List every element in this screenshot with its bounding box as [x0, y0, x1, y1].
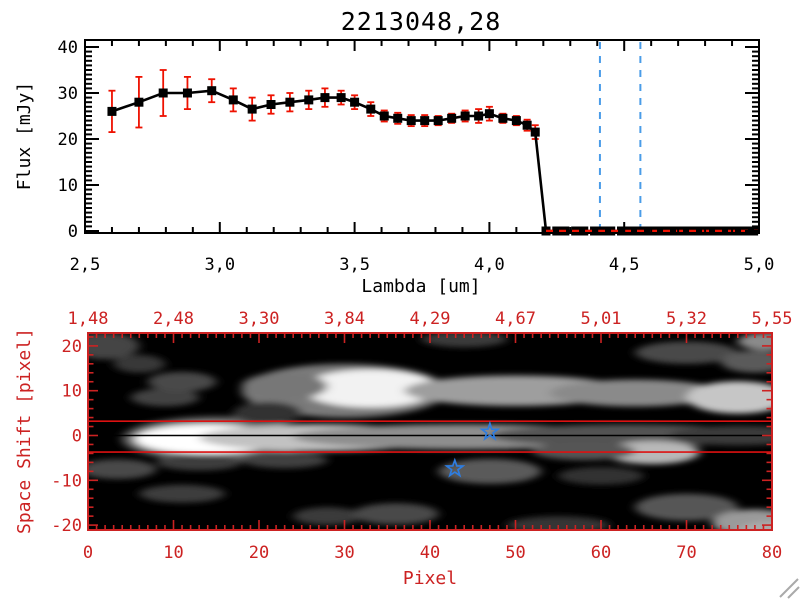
svg-text:2,48: 2,48: [153, 309, 194, 329]
svg-text:3,0: 3,0: [204, 255, 235, 275]
svg-text:5,55: 5,55: [752, 309, 793, 329]
svg-text:50: 50: [505, 543, 525, 563]
spectral-image-blobs: [88, 333, 772, 530]
svg-text:10: 10: [163, 543, 183, 563]
pixel-axis-label: Pixel: [403, 568, 457, 589]
svg-text:40: 40: [58, 38, 78, 58]
svg-text:20: 20: [249, 543, 269, 563]
spectral-image-tick-labels: 1,48 2,48 3,30 3,84 4,29 4,67 5,01 5,32 5,55 0 10 2…: [51, 309, 792, 563]
svg-text:-20: -20: [51, 516, 82, 536]
spectrum-line: [111, 89, 754, 233]
svg-text:0: 0: [72, 427, 82, 447]
svg-text:5,0: 5,0: [744, 255, 775, 275]
svg-text:3,5: 3,5: [339, 255, 370, 275]
svg-text:0: 0: [83, 543, 93, 563]
lambda-axis-label: Lambda [um]: [361, 276, 480, 297]
source-star-markers: [444, 420, 501, 478]
star-icon: [479, 420, 501, 441]
svg-text:40: 40: [420, 543, 440, 563]
spectrum-tick-labels: 2,5 3,0 3,5 4,0 4,5 5,0 0 10 20 30 40: [58, 38, 775, 275]
spectrum-plot: 2,5 3,0 3,5 4,0 4,5 5,0 0 10 20 30 40: [58, 38, 775, 275]
svg-text:20: 20: [58, 130, 78, 150]
svg-text:30: 30: [58, 84, 78, 104]
svg-text:5,01: 5,01: [581, 309, 622, 329]
svg-text:10: 10: [62, 382, 82, 402]
resize-grip-icon: [779, 578, 800, 599]
error-bars: [108, 69, 539, 140]
svg-text:2,5: 2,5: [70, 255, 101, 275]
spectrum-frame: [84, 39, 760, 234]
space-shift-axis-label: Space Shift [pixel]: [14, 328, 35, 534]
svg-text:20: 20: [62, 337, 82, 357]
spectrum-markers: [107, 86, 759, 236]
svg-text:4,5: 4,5: [609, 255, 640, 275]
spectral-image-plot: 1,48 2,48 3,30 3,84 4,29 4,67 5,01 5,32 5,55 0 10 2…: [51, 309, 792, 563]
svg-text:0: 0: [68, 222, 78, 242]
svg-text:1,48: 1,48: [68, 309, 109, 329]
star-icon: [444, 457, 466, 478]
svg-text:5,32: 5,32: [666, 309, 707, 329]
extraction-aperture-lines: [88, 420, 772, 453]
svg-text:60: 60: [591, 543, 611, 563]
spectrum-ticks: [84, 41, 760, 232]
spectral-image-ticks: [87, 334, 773, 529]
spectral-image-frame: [87, 332, 773, 531]
svg-text:30: 30: [334, 543, 354, 563]
flux-axis-label: Flux [mJy]: [14, 82, 35, 190]
svg-text:3,84: 3,84: [324, 309, 365, 329]
svg-text:80: 80: [762, 543, 782, 563]
svg-text:-10: -10: [51, 471, 82, 491]
svg-text:3,30: 3,30: [239, 309, 280, 329]
plot-title: 2213048,28: [341, 7, 502, 36]
svg-text:70: 70: [676, 543, 696, 563]
svg-text:4,0: 4,0: [474, 255, 505, 275]
svg-text:4,67: 4,67: [495, 309, 536, 329]
svg-text:10: 10: [58, 176, 78, 196]
svg-text:4,29: 4,29: [410, 309, 451, 329]
